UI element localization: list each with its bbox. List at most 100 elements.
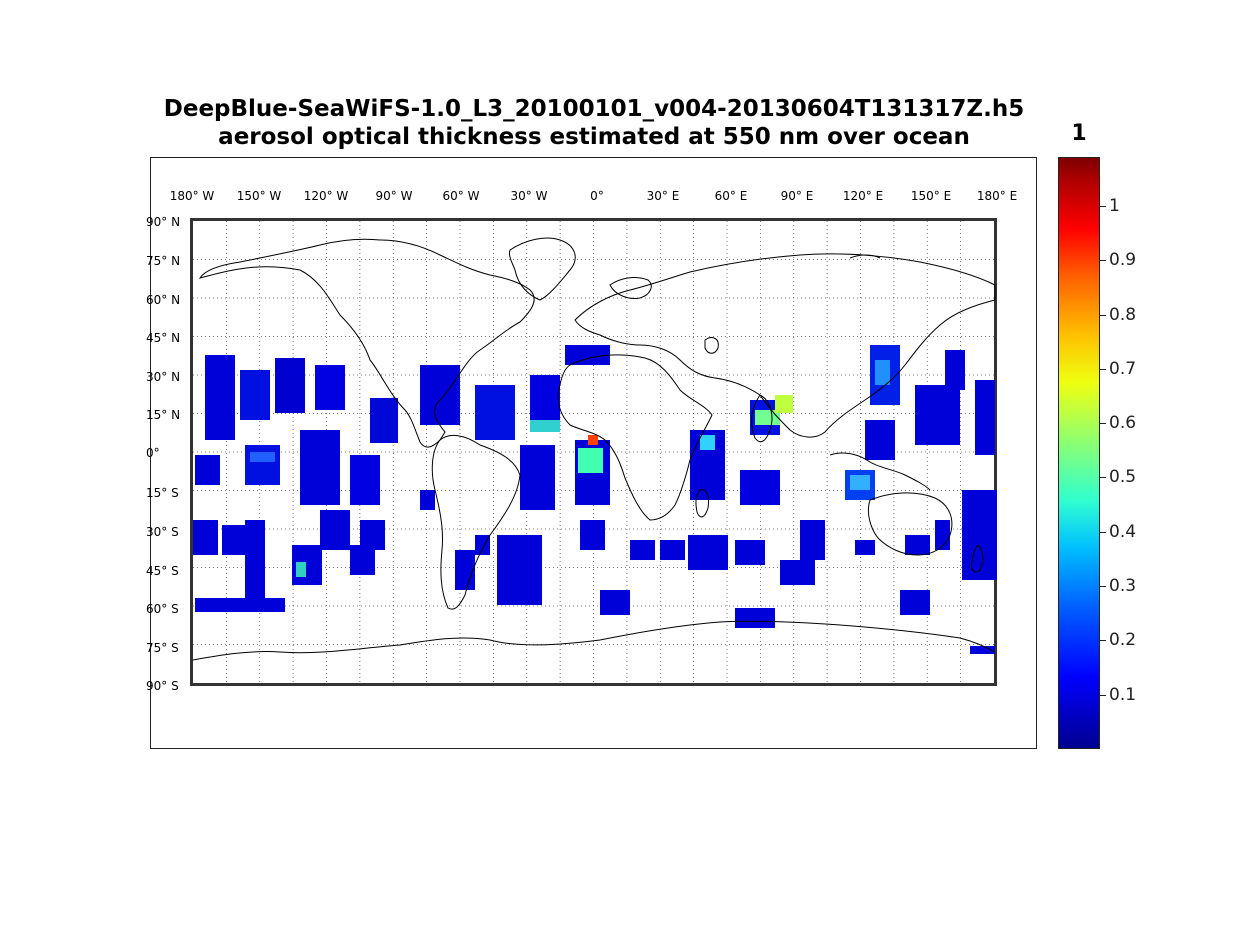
- lat-label-90n: 90° N: [146, 215, 181, 229]
- aot-patch: [420, 490, 435, 510]
- lon-label-180w: 180° W: [169, 189, 215, 203]
- coastline-scandinavia: [609, 277, 652, 299]
- coastline-north-america: [198, 238, 535, 448]
- lat-label-30n: 30° N: [146, 370, 181, 384]
- aot-data-layer: [193, 345, 997, 654]
- aot-patch: [875, 360, 890, 385]
- aot-patch: [600, 590, 630, 615]
- aot-patch: [800, 520, 825, 560]
- lon-label-150w: 150° W: [236, 189, 282, 203]
- aot-patch: [350, 455, 380, 505]
- aot-patch: [850, 475, 870, 490]
- lon-label-90w: 90° W: [375, 189, 413, 203]
- aot-patch: [195, 455, 220, 485]
- aot-patch: [735, 608, 775, 628]
- coastline-indonesia: [829, 452, 931, 491]
- aot-patch: [900, 590, 930, 615]
- aot-patch: [275, 358, 305, 413]
- coastline-madagascar: [695, 489, 709, 518]
- aot-patch: [660, 540, 685, 560]
- aot-patch: [780, 560, 815, 585]
- colorbar-tick-mark: [1100, 531, 1106, 533]
- lon-label-30w: 30° W: [510, 189, 548, 203]
- lat-label-60s: 60° S: [146, 602, 179, 616]
- map-title-line1: DeepBlue-SeaWiFS-1.0_L3_20100101_v004-20…: [163, 96, 1025, 122]
- aot-patch: [962, 490, 997, 580]
- aot-patch: [320, 510, 350, 550]
- lat-label-60n: 60° N: [146, 293, 181, 307]
- coastline-antarctica: [192, 620, 996, 661]
- lon-label-120e: 120° E: [842, 189, 884, 203]
- lat-label-75n: 75° N: [146, 254, 181, 268]
- colorbar-tick-label: 0.9: [1109, 250, 1137, 271]
- aot-patch: [865, 420, 895, 460]
- aot-patch: [195, 598, 285, 612]
- aot-patch: [245, 520, 265, 605]
- colorbar-tick-mark: [1100, 314, 1106, 316]
- colorbar-tick-mark: [1100, 260, 1106, 262]
- lat-label-90s: 90° S: [146, 679, 179, 693]
- aot-patch: [193, 520, 218, 555]
- colorbar-tick-label: 0.7: [1109, 358, 1137, 379]
- aot-patch: [250, 452, 275, 462]
- colorbar-tick-mark: [1100, 477, 1106, 479]
- aot-patch: [300, 430, 340, 505]
- lon-label-90e: 90° E: [780, 189, 814, 203]
- lat-label-15s: 15° S: [146, 486, 179, 500]
- aot-patch: [740, 470, 780, 505]
- lon-label-120w: 120° W: [303, 189, 349, 203]
- aot-patch: [700, 435, 715, 450]
- colorbar-tick-label: 0.6: [1109, 413, 1137, 434]
- coastline-south-america: [431, 434, 521, 610]
- aot-patch: [497, 535, 542, 605]
- lat-label-75s: 75° S: [146, 641, 179, 655]
- aot-patch: [315, 365, 345, 410]
- lat-label-45s: 45° S: [146, 564, 179, 578]
- aot-patch: [475, 535, 490, 555]
- lon-label-0: 0°: [590, 189, 604, 203]
- aot-patch: [222, 525, 247, 555]
- aot-patch: [240, 370, 270, 420]
- coastlines: [192, 237, 996, 661]
- aot-patch: [455, 550, 475, 590]
- coastline-arctic-islands: [849, 254, 881, 259]
- aot-patch: [855, 540, 875, 555]
- colorbar-tick-label: 0.8: [1109, 304, 1137, 325]
- lat-label-0: 0°: [146, 446, 160, 460]
- aot-patch: [945, 350, 965, 390]
- lat-label-15n: 15° N: [146, 408, 181, 422]
- aot-patch: [370, 398, 398, 443]
- aot-patch: [565, 345, 610, 365]
- aot-patch: [578, 448, 603, 473]
- aot-patch: [915, 385, 960, 445]
- aot-patch: [360, 520, 385, 550]
- coastline-caspian: [704, 337, 719, 354]
- aot-patch: [688, 535, 728, 570]
- lat-label-30s: 30° S: [146, 525, 179, 539]
- aot-patch: [530, 420, 560, 432]
- aot-patch: [245, 445, 280, 485]
- lon-label-60e: 60° E: [714, 189, 748, 203]
- aot-patch: [975, 380, 995, 455]
- lon-label-30e: 30° E: [646, 189, 680, 203]
- coastline-eurasia: [574, 253, 996, 438]
- colorbar-title: 1: [1071, 121, 1087, 146]
- coastline-new-zealand: [971, 544, 984, 573]
- colorbar-tick-mark: [1100, 368, 1106, 370]
- aot-patch: [420, 365, 460, 425]
- lon-label-150e: 150° E: [910, 189, 952, 203]
- colorbar-tick-mark: [1100, 586, 1106, 588]
- colorbar-tick-mark: [1100, 694, 1106, 696]
- coastline-india: [751, 394, 773, 443]
- map-title-line2: aerosol optical thickness estimated at 5…: [218, 124, 970, 150]
- colorbar-tick-mark: [1100, 423, 1106, 425]
- aot-patch: [520, 445, 555, 510]
- aot-patch: [735, 540, 765, 565]
- aot-patch: [205, 355, 235, 440]
- colorbar-tick-label: 0.3: [1109, 576, 1137, 597]
- colorbar-tick-label: 0.4: [1109, 521, 1137, 542]
- aot-patch: [970, 646, 995, 654]
- coastline-africa: [557, 354, 713, 521]
- aot-patch: [775, 395, 793, 413]
- lat-label-45n: 45° N: [146, 331, 181, 345]
